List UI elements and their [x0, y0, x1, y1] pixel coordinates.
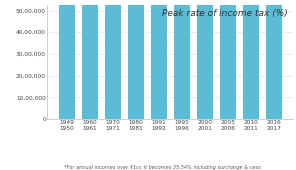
Bar — [266, 0, 282, 119]
Bar — [104, 0, 121, 119]
Bar — [59, 0, 75, 119]
Bar — [243, 0, 259, 119]
Bar — [151, 0, 167, 119]
Bar — [82, 0, 98, 119]
Text: *For annual incomes over ₹1cr, it becomes 35.54% including surcharge & cess: *For annual incomes over ₹1cr, it become… — [65, 165, 261, 170]
Bar — [220, 0, 236, 119]
Bar — [174, 0, 190, 119]
Bar — [128, 0, 144, 119]
Text: Peak rate of income tax (%): Peak rate of income tax (%) — [163, 8, 288, 18]
Bar — [197, 0, 213, 119]
